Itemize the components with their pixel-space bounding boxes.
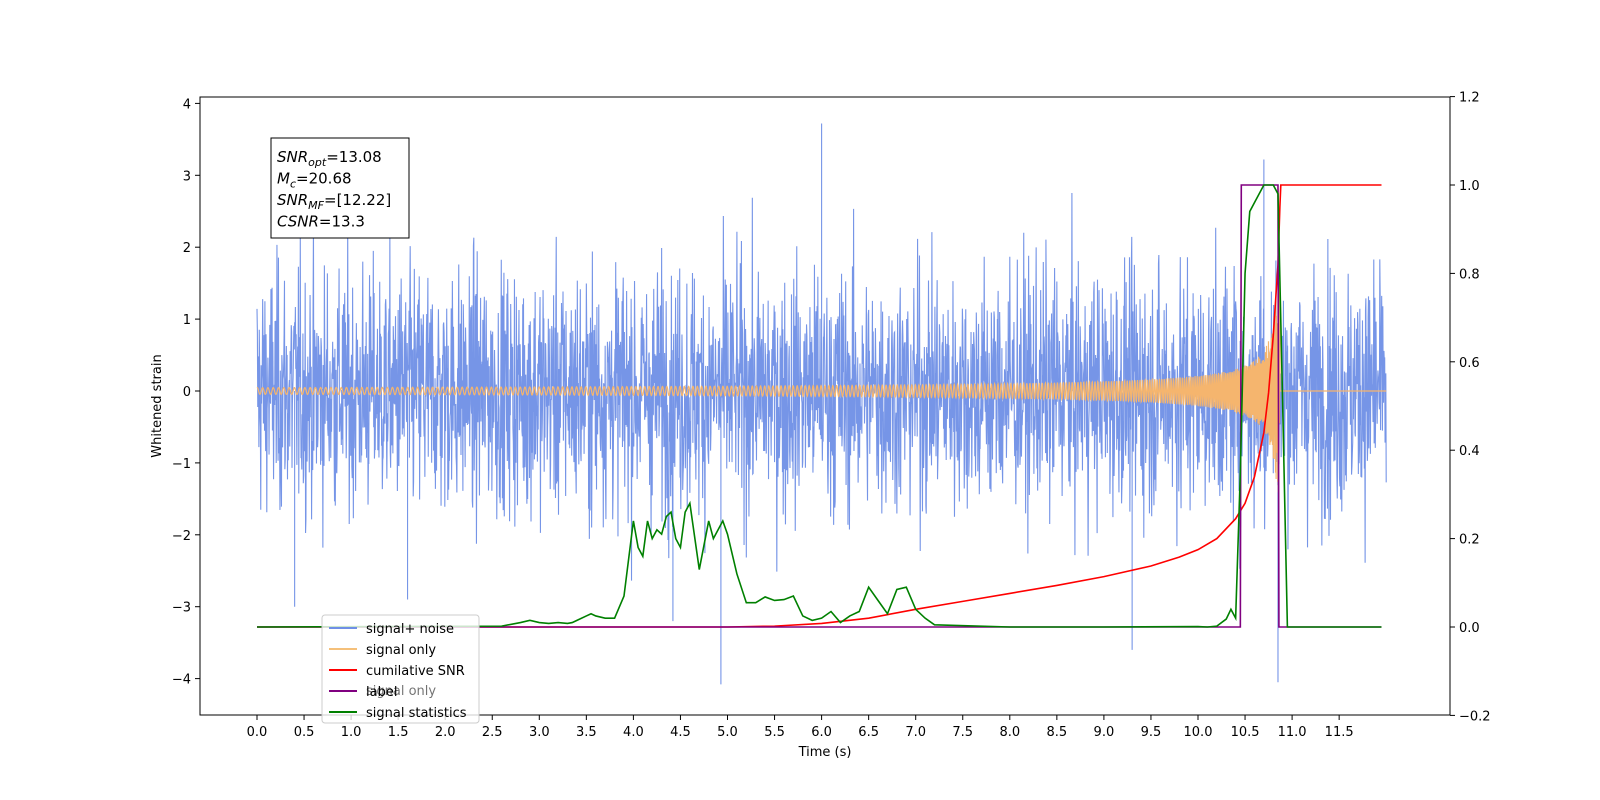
series-cumilative-snr-line bbox=[257, 184, 1382, 628]
y-axis-left: 4 3 2 1 0 −1 −2 −3 −4 bbox=[172, 97, 200, 688]
y-left-tick-label: −4 bbox=[172, 673, 191, 688]
legend: signal only signal+ noise signal only cumil… bbox=[321, 614, 480, 724]
plot-frame bbox=[199, 96, 1451, 716]
legend-entry-label: label bbox=[366, 685, 397, 700]
y-axis-label: Whitened strain bbox=[150, 354, 165, 457]
y-right-tick-label: 0.4 bbox=[1459, 444, 1480, 459]
y-left-tick-label: −2 bbox=[172, 529, 191, 544]
x-tick-label: 7.0 bbox=[905, 725, 926, 740]
x-tick-label: 1.5 bbox=[388, 725, 409, 740]
y-right-tick-label: 0.6 bbox=[1459, 356, 1480, 371]
y-right-tick-label: −0.2 bbox=[1459, 709, 1491, 724]
x-tick-label: 6.0 bbox=[811, 725, 832, 740]
x-tick-label: 11.0 bbox=[1278, 725, 1307, 740]
legend-hidden-text: signal only bbox=[366, 684, 436, 699]
x-tick-label: 3.0 bbox=[529, 725, 550, 740]
x-tick-label: 9.0 bbox=[1094, 725, 1115, 740]
y-axis-right: 1.2 1.0 0.8 0.6 0.4 0.2 0.0 −0.2 bbox=[1450, 91, 1491, 724]
y-left-tick-label: 2 bbox=[183, 241, 191, 256]
x-tick-label: 10.5 bbox=[1231, 725, 1260, 740]
legend-entry-label: cumilative SNR bbox=[366, 664, 465, 679]
x-tick-label: 5.5 bbox=[764, 725, 785, 740]
x-axis: 0.0 0.5 1.0 1.5 2.0 2.5 3.0 3.5 4.0 4.5 5.0 5.5 6.0 6… bbox=[247, 715, 1354, 740]
y-right-tick-label: 1.2 bbox=[1459, 91, 1480, 106]
legend-frame bbox=[321, 614, 480, 724]
info-box-line: CSNR=13.3 bbox=[277, 213, 365, 231]
series-signal-only-line bbox=[256, 277, 1387, 493]
x-tick-label: 3.5 bbox=[576, 725, 597, 740]
y-left-tick-label: 0 bbox=[183, 385, 191, 400]
y-left-tick-label: −3 bbox=[172, 601, 191, 616]
right-axis-series-layer bbox=[256, 184, 1382, 628]
x-tick-label: 11.5 bbox=[1325, 725, 1354, 740]
legend-entry-label: signal only bbox=[366, 643, 436, 658]
x-tick-label: 8.0 bbox=[999, 725, 1020, 740]
info-box-line: SNRMF=[12.22] bbox=[277, 191, 391, 212]
x-tick-label: 2.0 bbox=[435, 725, 456, 740]
x-tick-label: 9.5 bbox=[1141, 725, 1162, 740]
x-tick-label: 4.0 bbox=[623, 725, 644, 740]
signal-layer bbox=[256, 277, 1387, 493]
x-tick-label: 8.5 bbox=[1047, 725, 1068, 740]
series-signal-statistics-line bbox=[256, 184, 1382, 628]
y-left-tick-label: 1 bbox=[183, 313, 191, 328]
y-right-tick-label: 1.0 bbox=[1459, 179, 1480, 194]
y-right-tick-label: 0.0 bbox=[1459, 621, 1480, 636]
x-axis-label: Time (s) bbox=[798, 745, 852, 760]
info-box-line: SNRopt=13.08 bbox=[277, 148, 382, 169]
legend-entry-label: signal+ noise bbox=[366, 622, 454, 637]
y-left-tick-label: 3 bbox=[183, 169, 191, 184]
y-right-tick-label: 0.8 bbox=[1459, 267, 1480, 282]
y-left-tick-label: −1 bbox=[172, 457, 191, 472]
x-tick-label: 4.5 bbox=[670, 725, 691, 740]
y-right-tick-label: 0.2 bbox=[1459, 533, 1480, 548]
info-box-frame bbox=[270, 137, 410, 239]
x-tick-label: 1.0 bbox=[341, 725, 362, 740]
x-tick-label: 2.5 bbox=[482, 725, 503, 740]
legend-entry-label: signal statistics bbox=[366, 706, 467, 721]
x-tick-label: 0.5 bbox=[294, 725, 315, 740]
x-tick-label: 7.5 bbox=[952, 725, 973, 740]
y-left-tick-label: 4 bbox=[183, 97, 191, 112]
info-box: SNRopt=13.08Mc=20.68SNRMF=[12.22]CSNR=13… bbox=[270, 137, 410, 239]
x-tick-label: 5.0 bbox=[717, 725, 738, 740]
info-box-line: Mc=20.68 bbox=[277, 170, 352, 191]
x-tick-label: 0.0 bbox=[247, 725, 268, 740]
x-tick-label: 6.5 bbox=[858, 725, 879, 740]
x-tick-label: 10.0 bbox=[1184, 725, 1213, 740]
